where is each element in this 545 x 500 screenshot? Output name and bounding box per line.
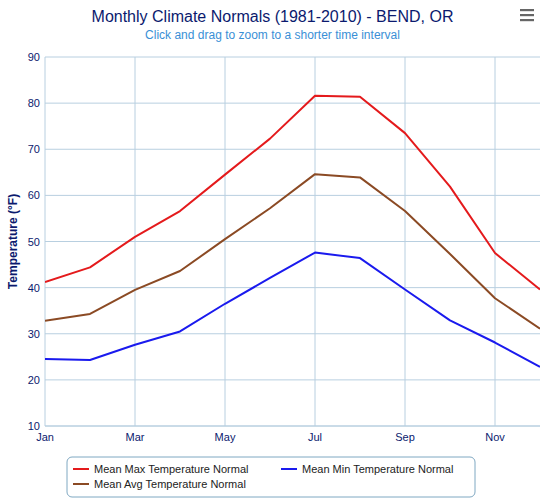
y-axis-title: Temperature (°F) bbox=[6, 194, 20, 289]
y-grid-line bbox=[45, 195, 540, 196]
legend-swatch bbox=[73, 483, 89, 485]
legend-label: Mean Max Temperature Normal bbox=[94, 463, 248, 475]
menu-bar bbox=[520, 19, 534, 21]
menu-icon[interactable] bbox=[520, 9, 534, 21]
y-tick-label: 20 bbox=[28, 374, 40, 386]
x-tick-label: Jul bbox=[308, 431, 322, 443]
x-grid-line bbox=[405, 57, 406, 426]
y-grid-line bbox=[45, 57, 540, 58]
x-tick-label: May bbox=[215, 431, 236, 443]
series-group bbox=[45, 96, 540, 367]
x-tick-label: Jan bbox=[36, 431, 54, 443]
series-line bbox=[45, 174, 540, 329]
y-tick-label: 80 bbox=[28, 97, 40, 109]
legend-swatch bbox=[73, 468, 89, 470]
x-tick-label: Mar bbox=[126, 431, 145, 443]
menu-bar bbox=[520, 14, 534, 16]
y-grid-line bbox=[45, 426, 540, 427]
x-tick-label: Sep bbox=[395, 431, 415, 443]
y-tick-label: 30 bbox=[28, 328, 40, 340]
y-grid-line bbox=[45, 241, 540, 242]
grid bbox=[45, 57, 540, 426]
y-tick-label: 40 bbox=[28, 282, 40, 294]
legend: Mean Max Temperature Normal Mean Min Temp… bbox=[67, 457, 475, 497]
x-grid-line bbox=[495, 57, 496, 426]
y-grid-line bbox=[45, 103, 540, 104]
x-tick-label: Nov bbox=[485, 431, 505, 443]
legend-label: Mean Avg Temperature Normal bbox=[94, 478, 246, 490]
subtitle: Click and drag to zoom to a shorter time… bbox=[145, 28, 400, 42]
x-grid-line bbox=[225, 57, 226, 426]
y-grid-line bbox=[45, 379, 540, 380]
series-line bbox=[45, 96, 540, 290]
legend-box bbox=[67, 457, 475, 497]
x-grid-line bbox=[45, 57, 46, 426]
legend-label: Mean Min Temperature Normal bbox=[302, 463, 453, 475]
x-axis-line bbox=[45, 426, 540, 427]
legend-swatch bbox=[281, 468, 297, 470]
x-grid-line bbox=[315, 57, 316, 426]
menu-bar bbox=[520, 9, 534, 11]
y-tick-label: 60 bbox=[28, 189, 40, 201]
y-tick-label: 50 bbox=[28, 236, 40, 248]
x-grid-line bbox=[135, 57, 136, 426]
chart: Monthly Climate Normals (1981-2010) - BE… bbox=[0, 0, 545, 500]
y-tick-label: 90 bbox=[28, 51, 40, 63]
y-grid-line bbox=[45, 333, 540, 334]
y-grid-line bbox=[45, 149, 540, 150]
y-grid-line bbox=[45, 287, 540, 288]
title: Monthly Climate Normals (1981-2010) - BE… bbox=[92, 8, 454, 25]
y-tick-label: 70 bbox=[28, 143, 40, 155]
